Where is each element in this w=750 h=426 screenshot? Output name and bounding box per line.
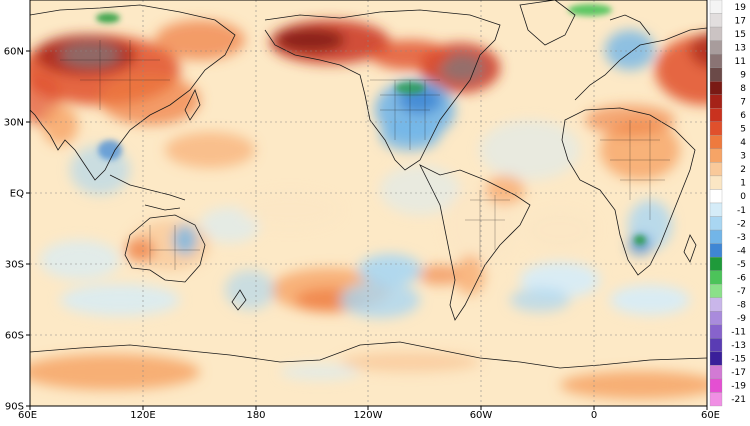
legend-label: 13 — [735, 43, 746, 53]
legend-label: 19 — [735, 3, 747, 13]
legend-swatch — [709, 270, 723, 285]
legend-swatch — [709, 202, 723, 217]
borders — [60, 40, 670, 270]
lon-label: 120E — [130, 410, 155, 421]
legend-label: 15 — [735, 30, 746, 40]
lat-label: 30N — [4, 118, 24, 129]
legend-swatch — [709, 0, 723, 14]
legend-swatch — [709, 40, 723, 55]
legend-label: 0 — [740, 192, 746, 202]
lon-label: 60E — [18, 410, 37, 421]
legend-label: -15 — [731, 355, 746, 365]
legend-label: -4 — [737, 246, 746, 256]
lat-label: EQ — [10, 189, 24, 200]
legend-label: -19 — [731, 382, 746, 392]
latitude-labels: 60N 30N EQ 30S 60S 90S — [4, 47, 30, 413]
legend-swatch — [709, 189, 723, 204]
legend-swatch — [709, 378, 723, 393]
legend-swatch — [709, 121, 723, 136]
legend-label: -7 — [737, 287, 746, 297]
legend-label: -2 — [737, 219, 746, 229]
longitude-labels: 60E 120E 180 120W 60W 0 60E — [18, 406, 720, 421]
legend-label: 7 — [740, 98, 746, 108]
legend-label: 9 — [740, 70, 746, 80]
legend-label: 3 — [740, 152, 746, 162]
legend-label: 11 — [735, 57, 746, 67]
legend-label: -11 — [731, 328, 746, 338]
legend-label: 5 — [740, 125, 746, 135]
legend-swatch — [709, 351, 723, 366]
lat-label: 60N — [4, 47, 24, 58]
legend-swatch — [709, 162, 723, 177]
legend-swatch — [709, 216, 723, 231]
legend-label: 17 — [735, 16, 746, 26]
legend-label: 4 — [740, 138, 746, 148]
legend-swatch — [709, 311, 723, 325]
legend-label: -6 — [737, 273, 746, 283]
legend-swatch — [709, 392, 723, 407]
legend-swatch — [709, 148, 723, 163]
legend-swatch — [709, 94, 723, 109]
legend-swatch — [709, 135, 723, 150]
legend-swatch — [709, 108, 723, 122]
legend-swatch — [709, 324, 723, 339]
legend-swatch — [709, 26, 723, 41]
lon-label: 0 — [591, 410, 597, 421]
legend-label: -13 — [731, 341, 746, 351]
legend-label: -9 — [737, 314, 746, 324]
lon-label: 120W — [354, 410, 383, 421]
legend-label: -1 — [737, 206, 746, 216]
legend-swatch — [709, 243, 723, 258]
color-legend: 19 17 15 13 11 9 8 7 6 5 4 3 2 1 0 -1 -2 -3 -4 -5 -6 -7 -8 -9 -1… — [709, 0, 747, 407]
lon-label: 60W — [470, 410, 493, 421]
legend-swatch — [709, 256, 723, 271]
legend-swatch — [709, 81, 723, 95]
legend-swatch — [709, 338, 723, 353]
legend-swatch — [709, 297, 723, 312]
legend-swatch — [709, 365, 723, 380]
legend-swatch — [709, 13, 723, 28]
lat-label: 90S — [5, 402, 24, 413]
legend-swatch — [709, 284, 723, 298]
coastlines — [30, 0, 707, 369]
legend-label: 2 — [740, 165, 746, 175]
lat-label: 60S — [5, 331, 24, 342]
legend-label: 1 — [740, 179, 746, 189]
legend-label: -21 — [731, 395, 746, 405]
lon-label: 60E — [701, 410, 720, 421]
legend-label: 6 — [740, 111, 746, 121]
legend-swatch — [709, 229, 723, 244]
legend-swatch — [709, 67, 723, 82]
lon-label: 180 — [246, 410, 265, 421]
legend-label: -8 — [737, 301, 746, 311]
legend-label: 8 — [740, 84, 746, 94]
legend-swatch — [709, 175, 723, 190]
legend-swatch — [709, 53, 723, 68]
anomaly-field — [30, 0, 707, 399]
legend-label: -3 — [737, 233, 746, 243]
legend-label: -5 — [737, 260, 746, 270]
lat-label: 30S — [5, 260, 24, 271]
legend-label: -17 — [731, 368, 746, 378]
